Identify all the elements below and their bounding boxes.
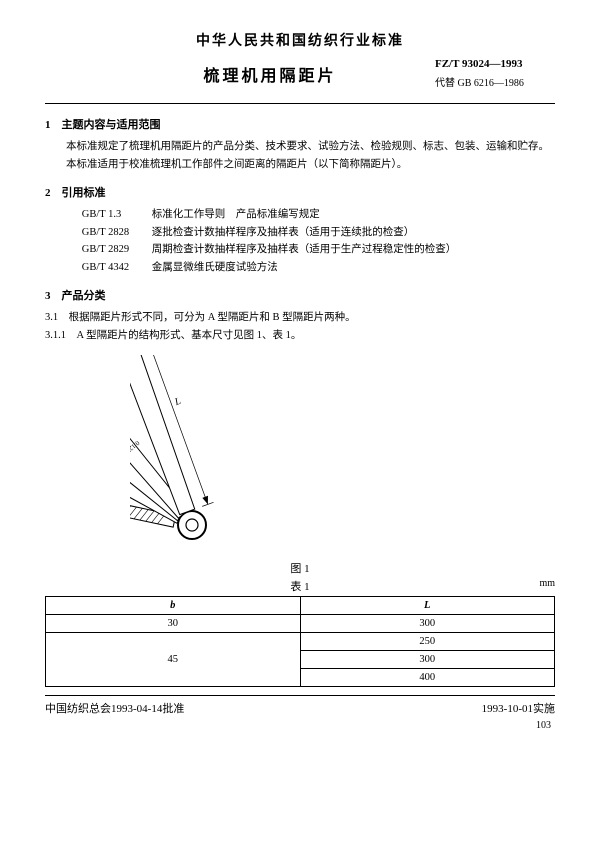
dim-L: L	[172, 395, 182, 408]
ref-item: GB/T 2828逐批检查计数抽样程序及抽样表（适用于连续批的检查）	[82, 224, 555, 242]
cell-L: 300	[300, 614, 555, 632]
table-caption-row: 表 1 mm	[45, 578, 555, 594]
ref-code: GB/T 2828	[82, 224, 152, 242]
figure-caption: 图 1	[45, 560, 555, 576]
page-number: 103	[45, 720, 555, 731]
table-caption: 表 1	[290, 578, 309, 594]
ref-code: GB/T 1.3	[82, 206, 152, 224]
th-L: L	[300, 596, 555, 614]
section-2-heading: 2 引用标准	[45, 184, 555, 200]
section-1-para-2: 本标准适用于校准梳理机工作部件之间距离的隔距片（以下简称隔距片）。	[45, 156, 555, 174]
cell-b: 45	[46, 632, 301, 686]
ref-item: GB/T 2829周期检查计数抽样程序及抽样表（适用于生产过程稳定性的检查）	[82, 241, 555, 259]
reference-list: GB/T 1.3标准化工作导则 产品标准编写规定 GB/T 2828逐批检查计数…	[82, 206, 555, 277]
ref-desc: 周期检查计数抽样程序及抽样表（适用于生产过程稳定性的检查）	[152, 241, 457, 259]
clause-3-1: 3.1 根据隔距片形式不同，可分为 A 型隔距片和 B 型隔距片两种。	[45, 309, 555, 327]
header-row: 梳理机用隔距片 FZ/T 93024—1993 代替 GB 6216—1986	[45, 58, 555, 89]
ref-code: GB/T 2829	[82, 241, 152, 259]
cell-b: 30	[46, 614, 301, 632]
table-unit: mm	[539, 578, 555, 589]
footer: 中国纺织总会1993-04-14批准 1993-10-01实施	[45, 695, 555, 716]
section-3-heading: 3 产品分类	[45, 287, 555, 303]
cell-L: 400	[300, 668, 555, 686]
section-1-heading: 1 主题内容与适用范围	[45, 116, 555, 132]
standard-replace: 代替 GB 6216—1986	[435, 74, 555, 89]
page: 中华人民共和国纺织行业标准 梳理机用隔距片 FZ/T 93024—1993 代替…	[0, 0, 600, 741]
divider	[45, 103, 555, 104]
ref-item: GB/T 1.3标准化工作导则 产品标准编写规定	[82, 206, 555, 224]
table-1: b L 30 300 45 250 300 400	[45, 596, 555, 687]
ref-desc: 金属显微维氏硬度试验方法	[152, 259, 278, 277]
section-3: 3 产品分类 3.1 根据隔距片形式不同，可分为 A 型隔距片和 B 型隔距片两…	[45, 287, 555, 345]
standard-code: FZ/T 93024—1993	[435, 58, 555, 70]
ref-code: GB/T 4342	[82, 259, 152, 277]
org-title: 中华人民共和国纺织行业标准	[45, 30, 555, 50]
ref-item: GB/T 4342金属显微维氏硬度试验方法	[82, 259, 555, 277]
figure-1: No.3 0.075mm No.4 0.100mm No.5 0.125mm	[45, 355, 555, 576]
section-1: 1 主题内容与适用范围 本标准规定了梳理机用隔距片的产品分类、技术要求、试验方法…	[45, 116, 555, 174]
footer-left: 中国纺织总会1993-04-14批准	[45, 700, 184, 716]
doc-title: 梳理机用隔距片	[105, 62, 435, 86]
standard-codes: FZ/T 93024—1993 代替 GB 6216—1986	[435, 58, 555, 89]
footer-right: 1993-10-01实施	[482, 700, 555, 716]
table-row: 30 300	[46, 614, 555, 632]
section-1-para-1: 本标准规定了梳理机用隔距片的产品分类、技术要求、试验方法、检验规则、标志、包装、…	[45, 138, 555, 156]
cell-L: 250	[300, 632, 555, 650]
section-2: 2 引用标准 GB/T 1.3标准化工作导则 产品标准编写规定 GB/T 282…	[45, 184, 555, 277]
table-row: 45 250	[46, 632, 555, 650]
cell-L: 300	[300, 650, 555, 668]
ref-desc: 逐批检查计数抽样程序及抽样表（适用于连续批的检查）	[152, 224, 415, 242]
th-b: b	[46, 596, 301, 614]
ref-desc: 标准化工作导则 产品标准编写规定	[152, 206, 320, 224]
clause-3-1-1: 3.1.1 A 型隔距片的结构形式、基本尺寸见图 1、表 1。	[45, 327, 555, 345]
table-row: b L	[46, 596, 555, 614]
feeler-gauge-diagram: No.3 0.075mm No.4 0.100mm No.5 0.125mm	[130, 355, 470, 555]
